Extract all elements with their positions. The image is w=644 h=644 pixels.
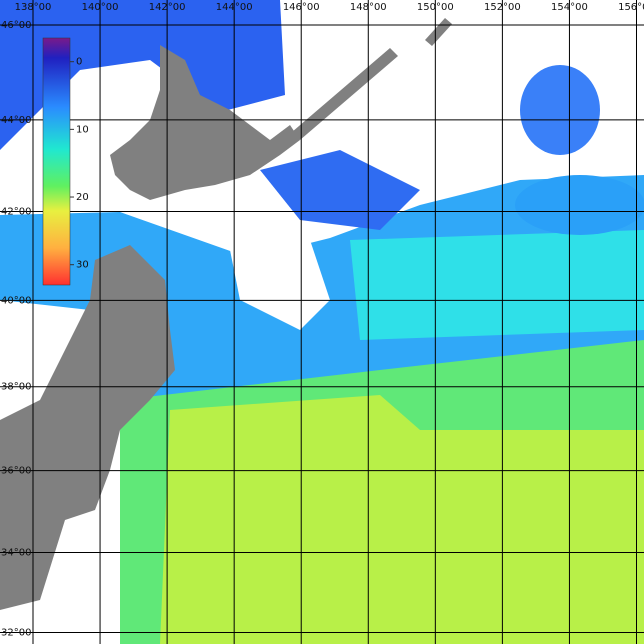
land bbox=[0, 18, 452, 610]
lat-label: 38°00 bbox=[1, 382, 31, 393]
lon-label: 142°00 bbox=[149, 2, 186, 13]
lon-label: 150°00 bbox=[417, 2, 454, 13]
colorbar-label: 10 bbox=[76, 124, 89, 135]
lon-label: 140°00 bbox=[82, 2, 119, 13]
lat-label: 44°00 bbox=[1, 115, 31, 126]
lon-label: 148°00 bbox=[350, 2, 387, 13]
colorbar bbox=[42, 37, 71, 286]
lat-label: 32°00 bbox=[1, 628, 31, 639]
lon-label: 156°00 bbox=[618, 2, 644, 13]
lat-label: 34°00 bbox=[1, 548, 31, 559]
colorbar-label: 0 bbox=[76, 57, 82, 68]
colorbar-label: 30 bbox=[76, 260, 89, 271]
lat-label: 36°00 bbox=[1, 466, 31, 477]
lat-label: 40°00 bbox=[1, 295, 31, 306]
lon-label: 138°00 bbox=[15, 2, 52, 13]
lon-label: 146°00 bbox=[283, 2, 320, 13]
lat-label: 42°00 bbox=[1, 207, 31, 218]
colorbar-label: 20 bbox=[76, 192, 89, 203]
lon-label: 152°00 bbox=[484, 2, 521, 13]
lon-label: 154°00 bbox=[551, 2, 588, 13]
lon-label: 144°00 bbox=[216, 2, 253, 13]
lat-label: 46°00 bbox=[1, 20, 31, 31]
